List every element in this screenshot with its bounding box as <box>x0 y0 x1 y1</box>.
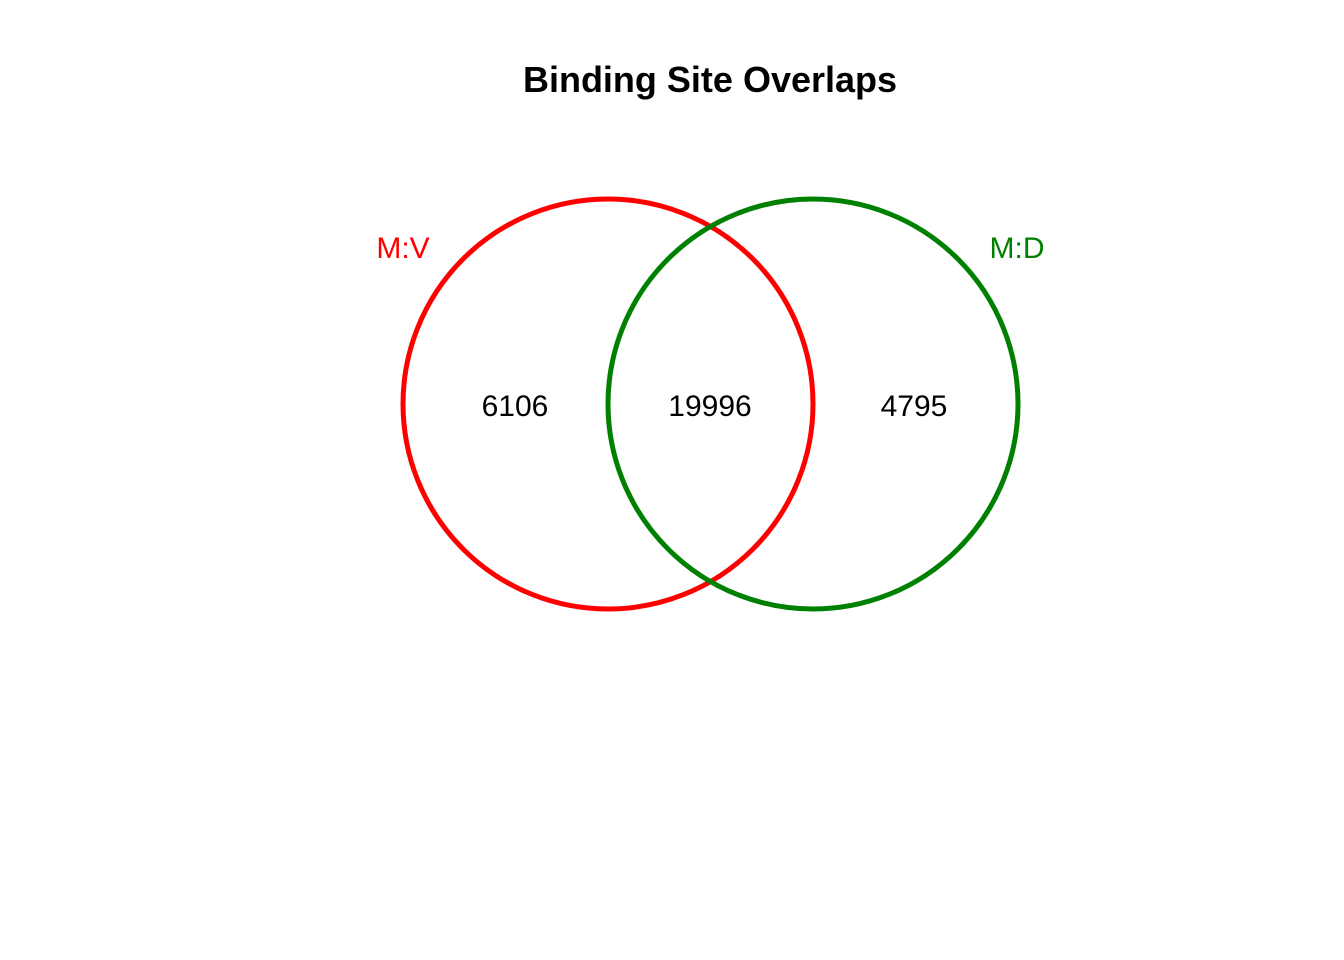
region-count-intersection: 19996 <box>668 390 751 423</box>
region-count-mv-only: 6106 <box>482 390 549 423</box>
set-label-md: M:D <box>990 232 1045 265</box>
set-circle-mv <box>400 196 816 612</box>
set-label-mv: M:V <box>376 232 429 265</box>
region-count-md-only: 4795 <box>881 390 948 423</box>
chart-title: Binding Site Overlaps <box>523 59 897 100</box>
set-circle-md <box>605 196 1021 612</box>
